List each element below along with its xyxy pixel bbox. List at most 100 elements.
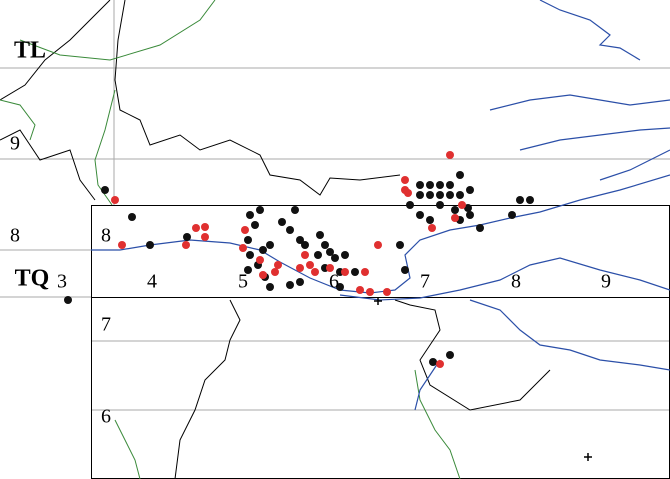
record-dot-black [396, 241, 404, 249]
record-dot-black [266, 283, 274, 291]
record-dot-black [64, 296, 72, 304]
records [64, 151, 534, 368]
northing-label: 8 [10, 225, 20, 247]
record-dot-red [428, 224, 436, 232]
northing-label: 9 [10, 133, 20, 155]
record-dot-black [456, 171, 464, 179]
record-dot-black [446, 191, 454, 199]
record-dot-black [456, 191, 464, 199]
northing-label: 7 [101, 314, 111, 336]
record-dot-black [466, 186, 474, 194]
record-dot-red [458, 201, 466, 209]
record-dot-black [341, 251, 349, 259]
square-label: TQ [15, 266, 50, 292]
northing-label: 6 [101, 406, 111, 428]
record-dot-red [361, 268, 369, 276]
record-dot-black [436, 201, 444, 209]
record-dot-black [316, 231, 324, 239]
record-dot-red [201, 223, 209, 231]
record-dot-red [111, 196, 119, 204]
record-dot-black [436, 181, 444, 189]
record-dot-black [351, 268, 359, 276]
crosses [374, 297, 592, 461]
record-dot-red [306, 261, 314, 269]
record-dot-black [446, 351, 454, 359]
northing-label: 8 [101, 225, 111, 247]
record-dot-black [446, 181, 454, 189]
record-dot-red [401, 186, 409, 194]
record-dot-red [256, 256, 264, 264]
record-dot-black [244, 236, 252, 244]
record-dot-black [321, 241, 329, 249]
record-dot-red [271, 268, 279, 276]
easting-label: 4 [147, 271, 157, 293]
record-dot-black [286, 226, 294, 234]
record-dot-black [259, 246, 267, 254]
record-dot-black [314, 251, 322, 259]
record-dot-black [516, 196, 524, 204]
record-dot-black [246, 211, 254, 219]
record-dot-black [451, 206, 459, 214]
record-dot-black [244, 266, 252, 274]
easting-label: 9 [601, 271, 611, 293]
record-dot-red [201, 233, 209, 241]
record-dot-black [416, 191, 424, 199]
record-dot-red [436, 360, 444, 368]
record-dot-red [301, 251, 309, 259]
record-dot-black [278, 218, 286, 226]
boundaries [0, 0, 551, 479]
record-dot-red [326, 264, 334, 272]
square-label: TL [14, 38, 46, 64]
easting-label: 8 [511, 271, 521, 293]
record-dot-red [259, 271, 267, 279]
record-dot-black [246, 251, 254, 259]
record-dot-red [374, 241, 382, 249]
record-dot-black [256, 206, 264, 214]
record-dot-black [286, 281, 294, 289]
record-dot-red [366, 288, 374, 296]
record-dot-black [336, 283, 344, 291]
record-dot-black [508, 211, 516, 219]
record-dot-black [101, 186, 109, 194]
record-dot-black [301, 241, 309, 249]
record-dot-red [274, 261, 282, 269]
green-lines [0, 0, 461, 479]
record-dot-black [426, 216, 434, 224]
record-dot-red [241, 226, 249, 234]
record-dot-black [429, 358, 437, 366]
record-dot-black [476, 224, 484, 232]
record-dot-black [266, 241, 274, 249]
record-dot-red [182, 241, 190, 249]
record-dot-black [331, 254, 339, 262]
record-dot-red [239, 244, 247, 252]
record-dot-red [451, 214, 459, 222]
record-dot-black [416, 211, 424, 219]
record-dot-red [341, 268, 349, 276]
record-dot-red [192, 224, 200, 232]
record-dot-black [296, 236, 304, 244]
record-dot-black [426, 181, 434, 189]
record-dot-red [446, 151, 454, 159]
record-dot-black [406, 201, 414, 209]
record-dot-black [291, 206, 299, 214]
rivers [91, 0, 670, 411]
easting-label: 6 [329, 271, 339, 293]
easting-label: 5 [238, 271, 248, 293]
record-dot-black [146, 241, 154, 249]
record-dot-black [296, 278, 304, 286]
record-dot-red [356, 286, 364, 294]
record-dot-black [464, 204, 472, 212]
easting-label: 3 [57, 271, 67, 293]
record-dot-black [436, 191, 444, 199]
record-dot-red [383, 288, 391, 296]
record-dot-black [466, 211, 474, 219]
record-dot-red [311, 268, 319, 276]
record-dot-red [296, 264, 304, 272]
easting-label: 7 [420, 271, 430, 293]
record-dot-red [118, 241, 126, 249]
record-dot-black [416, 181, 424, 189]
record-dot-black [128, 213, 136, 221]
record-dot-black [401, 266, 409, 274]
